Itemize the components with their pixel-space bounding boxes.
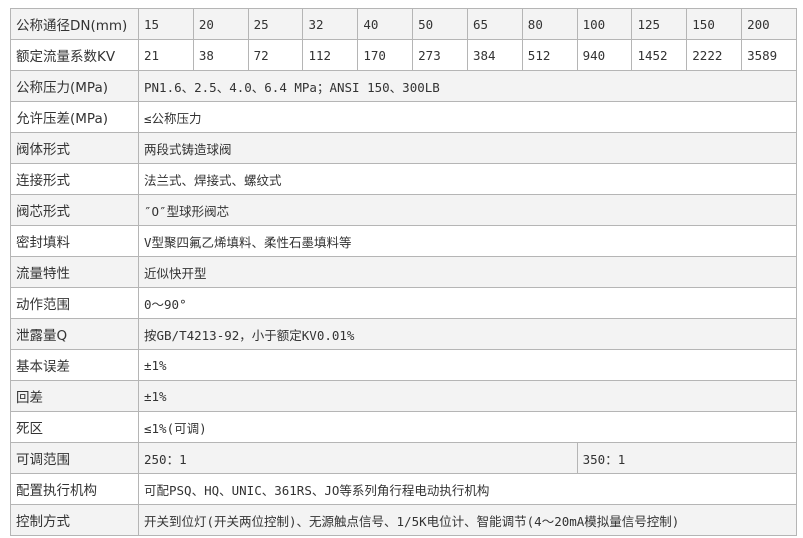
- row-value: 开关到位灯(开关两位控制)、无源触点信号、1/5K电位计、智能调节(4～20mA…: [138, 504, 797, 536]
- row-label: 死区: [10, 411, 139, 443]
- spec-row: 阀芯形式 ″O″型球形阀芯: [10, 194, 797, 226]
- value-cell: 273: [412, 39, 468, 71]
- row-value: ≤1%(可调): [138, 411, 797, 443]
- range-small-value: 250：1: [138, 442, 578, 474]
- spec-row: 允许压差(MPa) ≤公称压力: [10, 101, 797, 133]
- row-label: 密封填料: [10, 225, 139, 257]
- row-label: 控制方式: [10, 504, 139, 536]
- row-label: 回差: [10, 380, 139, 412]
- row-label: 允许压差(MPa): [10, 101, 139, 133]
- value-cell: 2222: [686, 39, 743, 71]
- spec-row: 阀体形式 两段式铸造球阀: [10, 132, 797, 164]
- value-cell: 100: [576, 8, 633, 40]
- spec-row: 流量特性 近似快开型: [10, 256, 797, 288]
- row-value: 法兰式、焊接式、螺纹式: [138, 163, 797, 195]
- row-label: 阀芯形式: [10, 194, 139, 226]
- actuator-row: 配置执行机构 可配PSQ、HQ、UNIC、361RS、JO等系列角行程电动执行机构: [10, 473, 797, 505]
- value-cell: 32: [302, 8, 359, 40]
- value-cell: 25: [247, 8, 304, 40]
- value-cell: 21: [138, 39, 194, 71]
- spec-row: 泄露量Q 按GB/T4213-92，小于额定KV0.01%: [10, 318, 797, 350]
- valve-spec-table: 公称通径DN(mm) 15 20 25 32 40 50 65 80 100 125 150 200 额定…: [10, 8, 798, 536]
- value-cell: 72: [247, 39, 304, 71]
- row-value: 近似快开型: [138, 256, 797, 288]
- row-value: V型聚四氟乙烯填料、柔性石墨填料等: [138, 225, 797, 257]
- row-value: ″O″型球形阀芯: [138, 194, 797, 226]
- spec-row: 连接形式 法兰式、焊接式、螺纹式: [10, 163, 797, 195]
- value-cell: 1452: [631, 39, 688, 71]
- row-label: 泄露量Q: [10, 318, 139, 350]
- row-label: 阀体形式: [10, 132, 139, 164]
- value-cell: 512: [521, 39, 578, 71]
- value-cell: 50: [412, 8, 468, 40]
- range-row: 可调范围 250：1 350：1: [10, 442, 798, 474]
- row-label: 公称通径DN(mm): [10, 8, 139, 40]
- row-label: 动作范围: [10, 287, 139, 319]
- value-cell: 200: [741, 8, 797, 40]
- range-large-value: 350：1: [576, 442, 798, 474]
- row-label: 连接形式: [10, 163, 139, 195]
- value-cell: 112: [302, 39, 359, 71]
- value-cell: 150: [686, 8, 743, 40]
- value-cell: 15: [138, 8, 194, 40]
- spec-row: 死区 ≤1%(可调): [10, 411, 797, 443]
- spec-row: 动作范围 0～90°: [10, 287, 797, 319]
- value-cell: 3589: [741, 39, 797, 71]
- row-value: 按GB/T4213-92，小于额定KV0.01%: [138, 318, 797, 350]
- row-label: 可调范围: [10, 442, 139, 474]
- row-value: 可配PSQ、HQ、UNIC、361RS、JO等系列角行程电动执行机构: [138, 473, 797, 505]
- row-value: PN1.6、2.5、4.0、6.4 MPa；ANSI 150、300LB: [138, 70, 797, 102]
- value-cell: 20: [192, 8, 249, 40]
- value-cell: 65: [466, 8, 523, 40]
- dn-row: 公称通径DN(mm) 15 20 25 32 40 50 65 80 100 125 150 200: [10, 8, 797, 40]
- value-cell: 125: [631, 8, 688, 40]
- row-value: 0～90°: [138, 287, 797, 319]
- value-cell: 40: [357, 8, 414, 40]
- spec-row: 公称压力(MPa) PN1.6、2.5、4.0、6.4 MPa；ANSI 150、…: [10, 70, 797, 102]
- row-label: 基本误差: [10, 349, 139, 381]
- spec-row: 回差 ±1%: [10, 380, 797, 412]
- row-label: 额定流量系数KV: [10, 39, 139, 71]
- kv-row: 额定流量系数KV 21 38 72 112 170 273 384 512 940 1452 2222…: [10, 39, 797, 71]
- value-cell: 38: [192, 39, 249, 71]
- spec-row: 基本误差 ±1%: [10, 349, 797, 381]
- value-cell: 940: [576, 39, 633, 71]
- row-value: ±1%: [138, 380, 797, 412]
- row-label: 配置执行机构: [10, 473, 139, 505]
- row-label: 公称压力(MPa): [10, 70, 139, 102]
- row-label: 流量特性: [10, 256, 139, 288]
- spec-row: 密封填料 V型聚四氟乙烯填料、柔性石墨填料等: [10, 225, 797, 257]
- control-row: 控制方式 开关到位灯(开关两位控制)、无源触点信号、1/5K电位计、智能调节(4～…: [10, 504, 797, 536]
- value-cell: 170: [357, 39, 414, 71]
- row-value: ≤公称压力: [138, 101, 797, 133]
- value-cell: 80: [521, 8, 578, 40]
- row-value: ±1%: [138, 349, 797, 381]
- value-cell: 384: [466, 39, 523, 71]
- row-value: 两段式铸造球阀: [138, 132, 797, 164]
